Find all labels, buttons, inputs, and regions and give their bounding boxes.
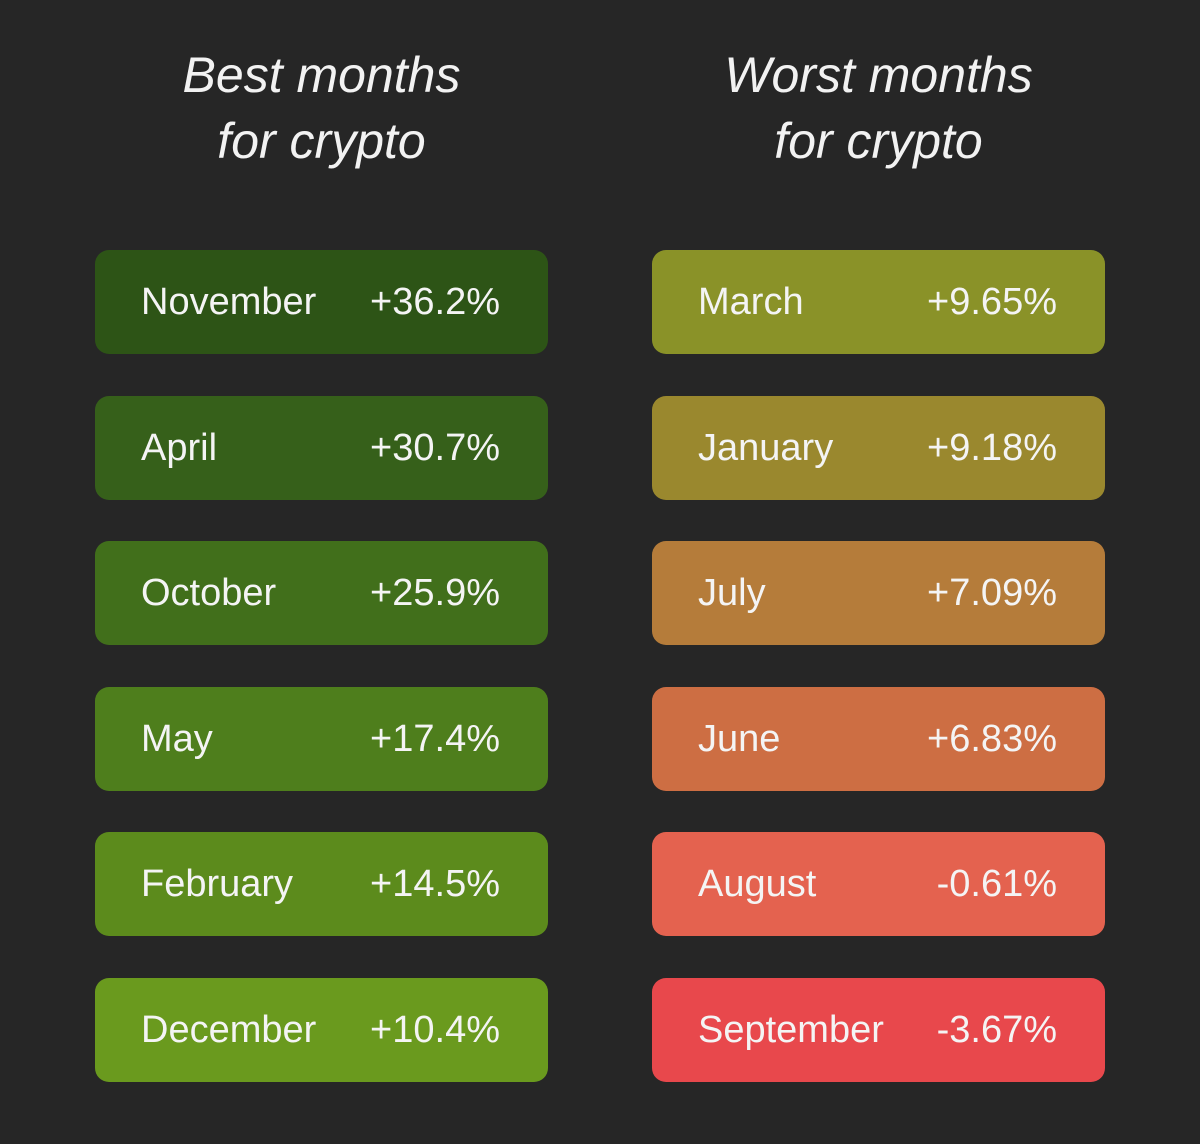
month-return: -0.61% (936, 863, 1057, 905)
month-row: September -3.67% (652, 977, 1105, 1082)
month-name: June (698, 717, 781, 760)
month-name: July (698, 572, 766, 614)
month-row: January +9.18% (652, 395, 1105, 500)
month-return: -3.67% (936, 1008, 1057, 1051)
month-return: +25.9% (370, 572, 500, 614)
month-row: February +14.5% (95, 832, 548, 936)
title-line: for crypto (217, 113, 426, 169)
month-return: +6.83% (927, 717, 1057, 760)
month-return: +10.4% (370, 1008, 500, 1051)
month-return: +30.7% (370, 426, 500, 469)
month-row: December +10.4% (95, 977, 548, 1082)
month-row: October +25.9% (95, 541, 548, 645)
month-row: May +17.4% (95, 686, 548, 791)
month-name: October (141, 572, 277, 614)
month-row: April +30.7% (95, 395, 548, 500)
month-return: +9.18% (927, 426, 1057, 469)
month-return: +7.09% (927, 572, 1057, 614)
title-line: for crypto (774, 113, 983, 169)
month-return: +9.65% (927, 281, 1057, 323)
title-line: Best months (182, 47, 461, 103)
month-row: June +6.83% (652, 686, 1105, 791)
month-row: July +7.09% (652, 541, 1105, 645)
month-name: December (141, 1008, 317, 1051)
month-return: +36.2% (370, 281, 500, 323)
month-name: February (141, 863, 294, 905)
month-row: November +36.2% (95, 250, 548, 354)
month-row: August -0.61% (652, 832, 1105, 936)
column-title: Best months for crypto (55, 42, 588, 174)
month-name: March (698, 281, 804, 323)
month-return: +14.5% (370, 863, 500, 905)
month-return: +17.4% (370, 717, 500, 760)
month-name: April (141, 426, 218, 469)
month-name: May (141, 717, 213, 760)
month-name: September (698, 1008, 884, 1051)
title-line: Worst months (724, 47, 1033, 103)
month-row: March +9.65% (652, 250, 1105, 354)
month-name: August (698, 863, 817, 905)
month-name: January (698, 426, 834, 469)
column-title: Worst months for crypto (612, 42, 1145, 174)
month-name: November (141, 281, 317, 323)
